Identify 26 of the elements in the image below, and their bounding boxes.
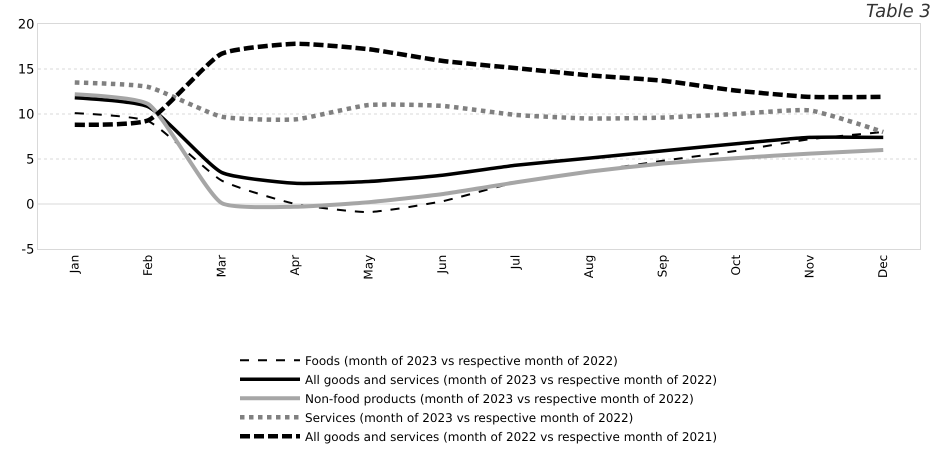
- y-tick-label: -5: [21, 242, 34, 258]
- y-tick-label: 10: [18, 108, 34, 123]
- x-tick-label: Apr: [288, 254, 302, 276]
- x-tick-label: Jul: [508, 254, 523, 270]
- line-series: [72, 92, 886, 210]
- x-tick-label: May: [362, 254, 376, 280]
- y-tick-label: 5: [26, 152, 34, 168]
- x-tick-label: Jan: [68, 254, 82, 274]
- x-tick-label: Feb: [141, 254, 156, 276]
- legend-label: All goods and services (month of 2023 vs respective month of 2022): [305, 372, 718, 387]
- x-tick-label: Sep: [656, 254, 670, 278]
- legend-label: Foods (month of 2023 vs respective month of 2022): [305, 354, 618, 368]
- x-tick-label: Jun: [435, 254, 450, 275]
- y-tick-label: 0: [26, 198, 34, 213]
- x-tick-label: Nov: [802, 254, 817, 278]
- legend-label: Services (month of 2023 vs respective month of 2022): [305, 410, 634, 425]
- line-series: [72, 80, 886, 134]
- y-tick-label: 15: [18, 62, 34, 78]
- x-tick-label: Oct: [729, 254, 744, 276]
- x-tick-label: Mar: [214, 254, 229, 278]
- legend-label: Non-food products (month of 2023 vs respective month of 2022): [305, 392, 694, 406]
- y-tick-label: 20: [18, 18, 34, 33]
- caption: Table 3: [866, 1, 931, 22]
- legend-label: All goods and services (month of 2022 vs respective month of 2021): [305, 430, 718, 444]
- x-tick-label: Dec: [876, 254, 890, 278]
- x-tick-label: Aug: [582, 254, 596, 278]
